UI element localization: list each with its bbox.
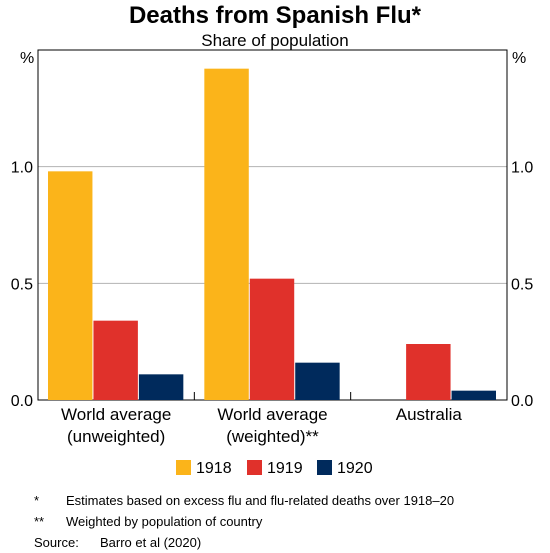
legend-label-1919: 1919: [267, 460, 303, 477]
y-tick-left-0: 0.0: [11, 393, 33, 410]
bar-1920-cat-1: [295, 362, 340, 400]
source-text: Barro et al (2020): [100, 535, 202, 550]
chart-title: Deaths from Spanish Flu*: [128, 2, 422, 29]
footnote-2: ** Weighted by population of country: [34, 514, 534, 532]
chart-subtitle: Share of population: [201, 31, 349, 50]
category-label-2-line-0: Australia: [396, 405, 463, 424]
y-tick-left-1: 0.5: [11, 276, 33, 293]
category-label-1-line-0: World average: [217, 405, 327, 424]
legend-swatch-1918: [176, 460, 191, 475]
footnote-1-mark: *: [34, 493, 40, 508]
source-note: Source: Barro et al (2020): [34, 535, 534, 553]
legend-label-1918: 1918: [196, 460, 232, 477]
y-tick-left-2: 1.0: [11, 160, 33, 177]
footnote-2-mark: **: [34, 514, 45, 529]
footnote-1: * Estimates based on excess flu and flu-…: [34, 493, 534, 511]
legend-swatch-1920: [317, 460, 332, 475]
bar-1919-cat-1: [249, 278, 295, 400]
y-tick-right-0: 0.0: [511, 393, 533, 410]
legend-swatch-1919: [247, 460, 262, 475]
footnote-2-text: Weighted by population of country: [66, 514, 263, 529]
footnote-1-text: Estimates based on excess flu and flu-re…: [66, 493, 455, 508]
legend-label-1920: 1920: [337, 460, 373, 477]
bar-1918-cat-0: [48, 171, 93, 400]
y-tick-right-1: 0.5: [511, 276, 533, 293]
y-unit-right: %: [512, 50, 526, 67]
category-label-0-line-0: World average: [61, 405, 171, 424]
y-unit-left: %: [20, 50, 34, 67]
category-label-1-line-1: (weighted)**: [226, 427, 319, 446]
source-label: Source:: [34, 535, 79, 550]
bar-1919-cat-0: [93, 320, 138, 400]
bar-1920-cat-2: [451, 390, 496, 400]
bar-1918-cat-1: [204, 68, 249, 401]
y-tick-right-2: 1.0: [511, 160, 533, 177]
bar-1920-cat-0: [138, 374, 184, 400]
category-label-0-line-1: (unweighted): [67, 427, 165, 446]
bar-1919-cat-2: [406, 344, 451, 400]
